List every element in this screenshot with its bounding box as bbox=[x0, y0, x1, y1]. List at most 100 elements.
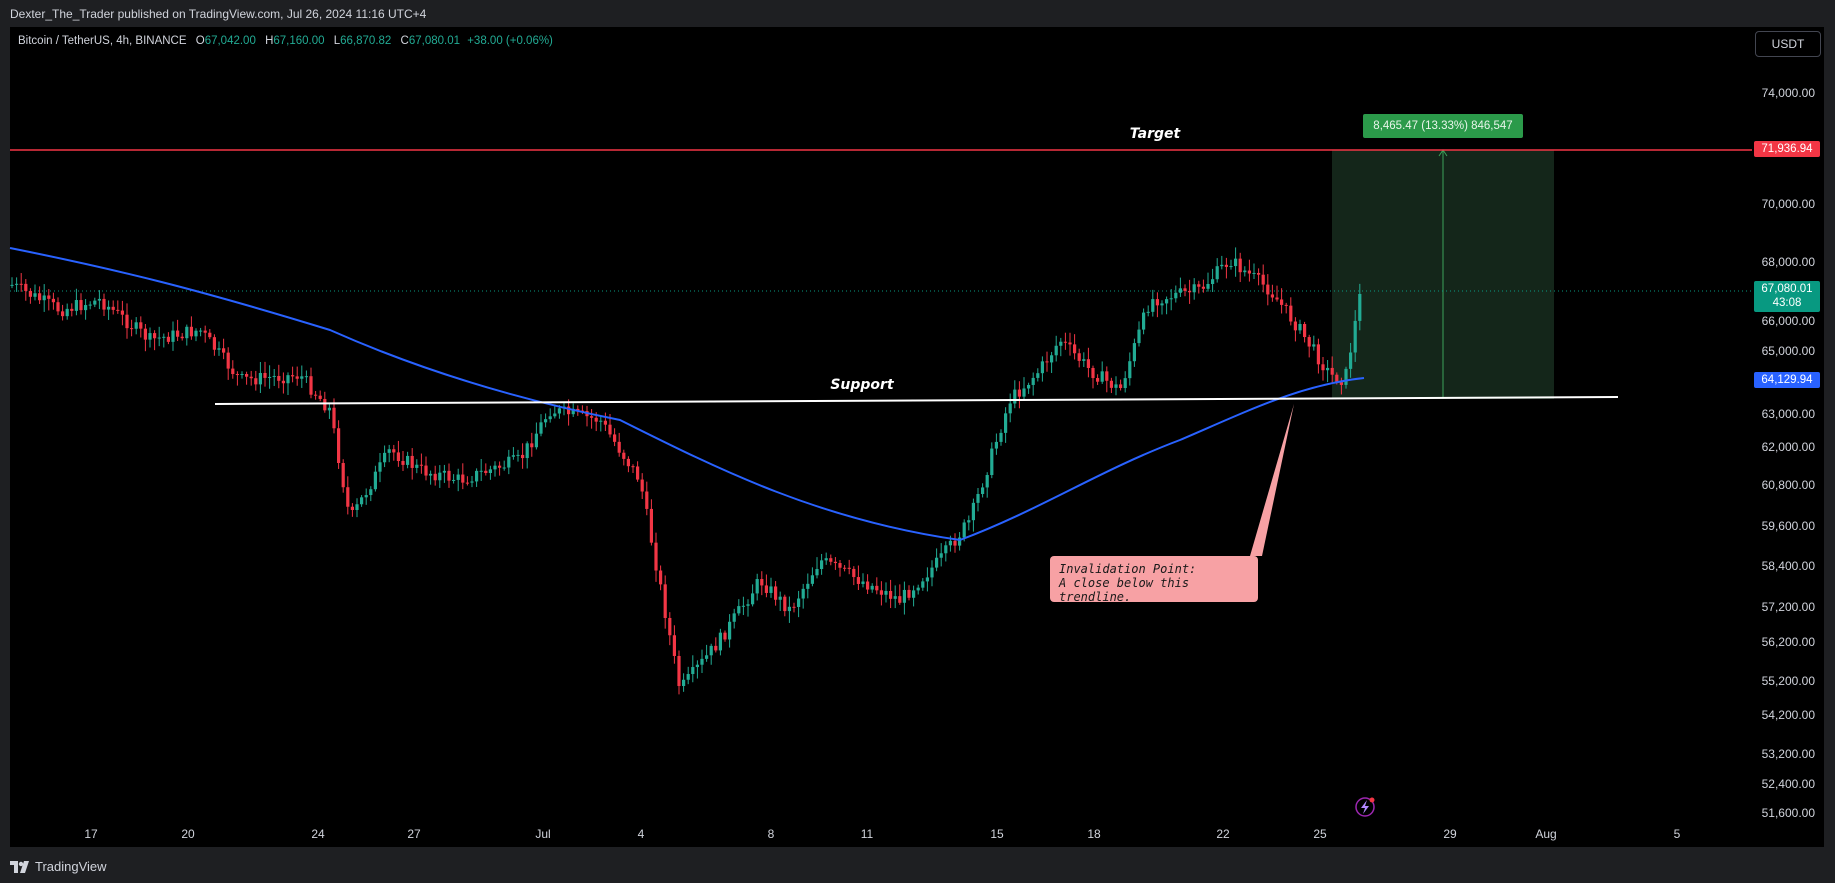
invalidation-note[interactable]: Invalidation Point: A close below this t… bbox=[1050, 556, 1258, 604]
x-tick-label: 25 bbox=[1313, 827, 1327, 841]
x-tick-label: 29 bbox=[1443, 827, 1457, 841]
candle-body bbox=[861, 581, 865, 584]
candle-body bbox=[958, 537, 962, 546]
candle-body bbox=[521, 454, 525, 459]
candle-body bbox=[935, 557, 939, 568]
candle-body bbox=[88, 304, 92, 306]
candle-body bbox=[231, 368, 235, 375]
bolt-icon[interactable] bbox=[1355, 797, 1375, 817]
candle-body bbox=[235, 374, 239, 376]
candle-body bbox=[341, 463, 345, 488]
candle-body bbox=[42, 295, 46, 301]
candle-body bbox=[424, 465, 428, 476]
candle-body bbox=[1266, 284, 1270, 295]
tradingview-logo[interactable]: TradingView bbox=[10, 859, 107, 874]
candle-body bbox=[447, 470, 451, 481]
open-label: O bbox=[195, 35, 205, 47]
candle-body bbox=[1293, 321, 1297, 331]
candle-body bbox=[907, 589, 911, 598]
x-tick-label: 8 bbox=[768, 827, 775, 841]
x-tick-label: 20 bbox=[181, 827, 195, 841]
currency-button[interactable]: USDT bbox=[1755, 31, 1821, 57]
candle-body bbox=[682, 679, 686, 687]
candle-body bbox=[254, 378, 258, 385]
candle-body bbox=[617, 441, 621, 453]
support-label[interactable]: Support bbox=[830, 377, 895, 393]
candle-body bbox=[930, 567, 934, 578]
x-tick-label: 22 bbox=[1216, 827, 1230, 841]
candle-body bbox=[741, 605, 745, 607]
candle-body bbox=[718, 632, 722, 651]
candle-body bbox=[1183, 288, 1187, 291]
candle-body bbox=[291, 375, 295, 377]
candle-body bbox=[1220, 264, 1224, 267]
candle-body bbox=[217, 348, 221, 350]
candle-body bbox=[668, 617, 672, 636]
candle-body bbox=[102, 298, 106, 310]
candle-body bbox=[1234, 258, 1238, 267]
candle-body bbox=[737, 606, 741, 614]
candle-body bbox=[1017, 389, 1021, 397]
candle-body bbox=[921, 581, 925, 588]
candle-body bbox=[829, 558, 833, 562]
candle-body bbox=[1100, 371, 1104, 382]
candle-body bbox=[74, 300, 78, 311]
candle-body bbox=[571, 408, 575, 415]
candle-body bbox=[590, 416, 594, 418]
x-tick-label: 15 bbox=[990, 827, 1004, 841]
candle-body bbox=[1201, 286, 1205, 289]
candle-body bbox=[350, 506, 354, 510]
candle-body bbox=[1275, 297, 1279, 300]
candle-body bbox=[544, 419, 548, 423]
candle-body bbox=[875, 585, 879, 591]
candle-body bbox=[1289, 305, 1293, 322]
price-chart[interactable]: 74,000.0072,000.0070,000.0068,000.0066,0… bbox=[0, 0, 1835, 850]
candle-body bbox=[1206, 284, 1210, 289]
candle-body bbox=[61, 311, 65, 317]
candle-body bbox=[755, 579, 759, 594]
candle-body bbox=[84, 305, 88, 311]
candle-body bbox=[948, 540, 952, 546]
candle-body bbox=[15, 283, 19, 285]
candle-body bbox=[97, 298, 101, 301]
candle-body bbox=[530, 443, 534, 448]
candle-body bbox=[203, 330, 207, 333]
candle-body bbox=[1211, 279, 1215, 285]
candle-body bbox=[852, 568, 856, 578]
candle-body bbox=[180, 336, 184, 339]
candle-body bbox=[1013, 389, 1017, 404]
candle-body bbox=[65, 308, 69, 317]
candle-body bbox=[1063, 341, 1067, 343]
symbol-name: Bitcoin / TetherUS, 4h, BINANCE bbox=[18, 35, 187, 47]
candle-body bbox=[1238, 258, 1242, 273]
last-price: 67,080.01 bbox=[1761, 283, 1813, 295]
candle-body bbox=[162, 336, 166, 338]
candle-body bbox=[654, 542, 658, 571]
y-tick-label: 66,000.00 bbox=[1762, 314, 1816, 328]
y-tick-label: 53,200.00 bbox=[1762, 747, 1816, 761]
x-tick-label: Jul bbox=[535, 827, 550, 841]
y-tick-label: 65,000.00 bbox=[1762, 344, 1816, 358]
candle-body bbox=[19, 283, 23, 285]
candle-body bbox=[1040, 361, 1044, 374]
candle-body bbox=[1224, 264, 1228, 267]
candle-body bbox=[870, 585, 874, 590]
moving-average-line[interactable] bbox=[9, 247, 1365, 542]
candle-body bbox=[107, 306, 111, 310]
candle-body bbox=[1160, 303, 1164, 306]
candle-body bbox=[139, 322, 143, 329]
target-price-tag: 71,936.94 bbox=[1754, 141, 1820, 157]
support-trendline[interactable] bbox=[214, 396, 1619, 405]
candle-body bbox=[1008, 403, 1012, 414]
target-label[interactable]: Target bbox=[1130, 126, 1182, 142]
candle-body bbox=[507, 456, 511, 468]
candle-body bbox=[456, 474, 460, 480]
candle-body bbox=[1054, 345, 1058, 356]
x-tick-label: 5 bbox=[1674, 827, 1681, 841]
candle-body bbox=[378, 462, 382, 472]
candle-body bbox=[309, 376, 313, 395]
candle-body bbox=[626, 458, 630, 467]
publish-header: Dexter_The_Trader published on TradingVi… bbox=[0, 0, 1835, 27]
candle-body bbox=[332, 407, 336, 429]
candle-body bbox=[1128, 361, 1132, 379]
